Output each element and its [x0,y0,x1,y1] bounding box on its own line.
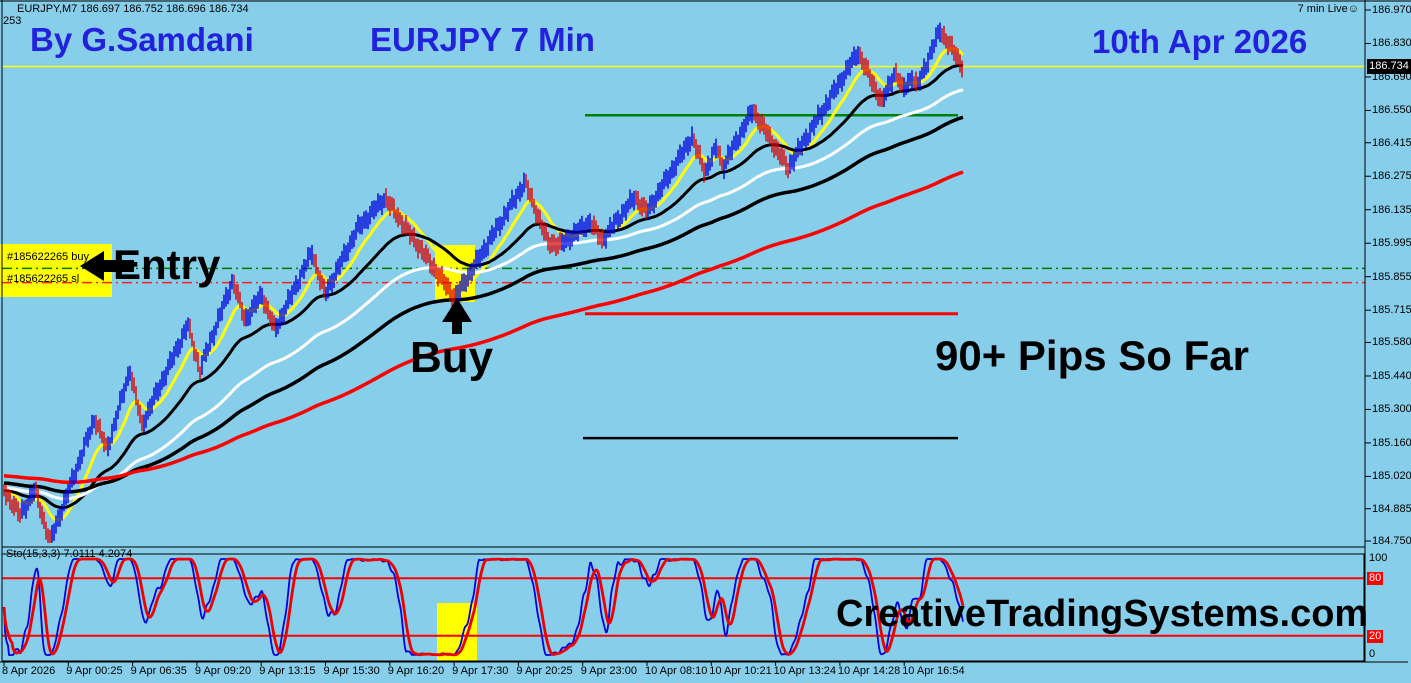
smiley-icon: ☺ [1347,3,1359,15]
price-tick-label: 185.580 [1372,336,1411,349]
chart-title-text: EURJPY 7 Min [370,21,595,58]
stochastic-d-line [2,557,965,657]
price-tick-label: 185.020 [1372,470,1411,483]
time-tick-label: 10 Apr 13:24 [773,665,836,677]
byline-text: By G.Samdani [30,21,254,58]
price-tick-label: 185.855 [1372,270,1411,283]
price-tick-label: 184.885 [1372,502,1411,515]
price-tick-label: 185.715 [1372,304,1411,317]
buy-arrow-up-icon [442,298,472,339]
ma-mid-black [3,63,964,510]
time-tick-label: 9 Apr 23:00 [580,665,637,677]
ma-slow-black [3,115,964,494]
stochastic-k-line [3,558,964,656]
ma-slowest-red [3,170,964,485]
entry-arrow-left-icon [80,251,134,286]
order-sl-label: #185622265 sl [7,273,80,285]
entry-annotation: Entry [113,241,221,288]
time-tick-label: 9 Apr 16:20 [387,665,445,677]
bar-count: 253 [3,15,22,27]
order-entry-label: #185622265 buy [7,251,89,263]
time-tick-label: 10 Apr 14:28 [837,665,901,677]
time-tick-label: 9 Apr 00:25 [66,665,123,677]
time-tick-label: 10 Apr 10:21 [709,665,772,677]
time-tick-label: 9 Apr 20:25 [516,665,573,677]
price-tick-label: 186.970 [1372,4,1411,16]
price-tick-label: 185.160 [1372,436,1411,449]
current-price-box: 186.734 [1367,58,1411,74]
price-tick-label: 186.550 [1372,104,1411,117]
price-tick-label: 186.415 [1372,136,1411,149]
stochastic-tick-label: 80 [1367,572,1384,586]
price-tick-label: 185.300 [1372,403,1411,416]
pips-annotation: 90+ Pips So Far [935,332,1249,379]
time-tick-label: 9 Apr 06:35 [130,665,187,677]
time-tick-label: 9 Apr 17:30 [452,665,509,677]
symbol-quote: EURJPY,M7 186.697 186.752 186.696 186.73… [17,3,249,15]
stochastic-tick-label: 0 [1369,648,1376,660]
price-tick-label: 186.830 [1372,37,1411,50]
time-tick-label: 9 Apr 15:30 [323,665,380,677]
stochastic-label: Sto(15,3,3) 7.0111 4.2074 [6,548,133,560]
time-tick-label: 10 Apr 16:54 [902,665,965,677]
watermark-text: CreativeTradingSystems.com [836,593,1369,635]
price-tick-label: 185.995 [1372,237,1411,250]
price-tick-label: 185.440 [1372,369,1411,382]
buy-annotation: Buy [410,333,494,382]
time-tick-label: 10 Apr 08:10 [645,665,708,677]
stochastic-tick-label: 20 [1367,629,1384,643]
connection-status: 7 min Live☺ [1298,4,1359,15]
stochastic-tick-label: 100 [1369,552,1388,564]
price-tick-label: 184.750 [1372,535,1411,547]
time-tick-label: 8 Apr 2026 [2,665,56,677]
date-title-text: 10th Apr 2026 [1092,23,1308,60]
time-tick-label: 9 Apr 13:15 [259,665,316,677]
ma-mid-white [3,88,964,501]
price-tick-label: 186.275 [1372,170,1411,183]
time-tick-label: 9 Apr 09:20 [194,665,252,677]
price-tick-label: 186.135 [1372,203,1411,216]
connection-status-text: 7 min Live [1297,3,1348,15]
price-tick-label: 186.690 [1372,70,1411,83]
